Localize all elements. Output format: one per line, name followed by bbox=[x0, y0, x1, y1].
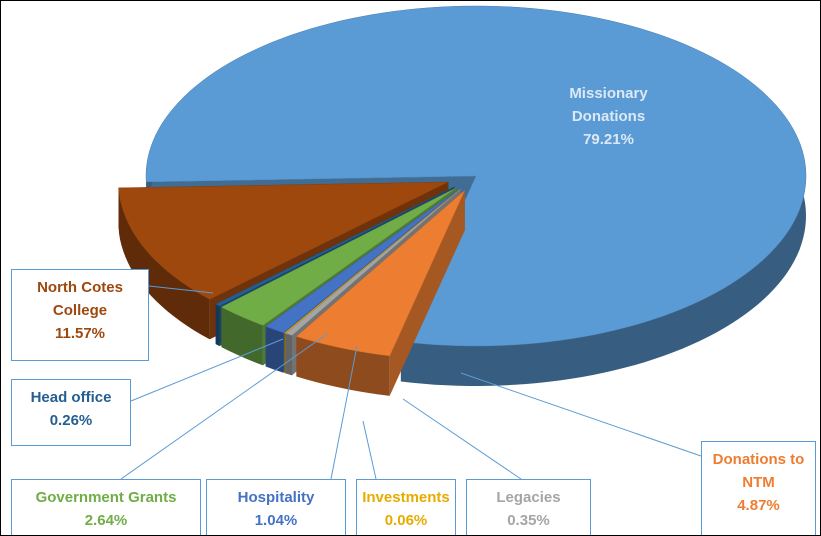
value-label: 1.04% bbox=[254, 512, 298, 529]
slice bbox=[295, 190, 466, 357]
slice-side bbox=[221, 307, 263, 366]
slice-side bbox=[296, 336, 390, 396]
callout: Government Grants 2.64% bbox=[11, 479, 201, 535]
category-label: Hospitality bbox=[237, 489, 315, 506]
leader-line bbox=[130, 338, 284, 402]
callout: Missionary Donations 79.21% bbox=[546, 76, 671, 174]
slice bbox=[145, 5, 807, 347]
callout: Legacies 0.35% bbox=[466, 479, 591, 535]
callout: North Cotes College 11.57% bbox=[11, 269, 149, 361]
value-label: 11.57% bbox=[54, 325, 106, 342]
slice-side bbox=[284, 333, 286, 374]
leader-line bbox=[460, 372, 702, 457]
slice bbox=[265, 188, 460, 333]
slice-side bbox=[265, 326, 284, 373]
leader-line bbox=[402, 398, 522, 480]
category-label: Head office bbox=[30, 389, 112, 406]
category-label: Legacies bbox=[496, 489, 561, 506]
value-label: 0.06% bbox=[384, 512, 428, 529]
category-label: Missionary Donations bbox=[569, 85, 648, 125]
value-label: 2.64% bbox=[84, 512, 128, 529]
leader-line bbox=[120, 333, 328, 480]
leader-line bbox=[362, 420, 377, 480]
callout: Hospitality 1.04% bbox=[206, 479, 346, 535]
slice bbox=[285, 189, 461, 336]
callout: Investments 0.06% bbox=[356, 479, 456, 535]
category-label: North Cotes College bbox=[37, 279, 123, 319]
leader-line bbox=[575, 173, 587, 197]
slice-side bbox=[285, 333, 292, 376]
slice-side bbox=[118, 187, 210, 340]
category-label: Donations to NTM bbox=[712, 451, 805, 491]
slice bbox=[215, 186, 455, 307]
slice-side bbox=[215, 304, 220, 347]
leader-line bbox=[330, 345, 358, 480]
category-label: Investments bbox=[362, 489, 450, 506]
slice bbox=[283, 188, 461, 334]
value-label: 0.26% bbox=[49, 412, 93, 429]
slice bbox=[220, 187, 457, 326]
slice bbox=[118, 181, 449, 300]
value-label: 0.35% bbox=[507, 512, 550, 529]
leader-line bbox=[148, 285, 214, 294]
callout: Donations to NTM 4.87% bbox=[701, 441, 816, 535]
value-label: 79.21% bbox=[583, 131, 634, 148]
value-label: 4.87% bbox=[737, 497, 780, 514]
category-label: Government Grants bbox=[35, 489, 177, 506]
callout: Head office 0.26% bbox=[11, 379, 131, 446]
